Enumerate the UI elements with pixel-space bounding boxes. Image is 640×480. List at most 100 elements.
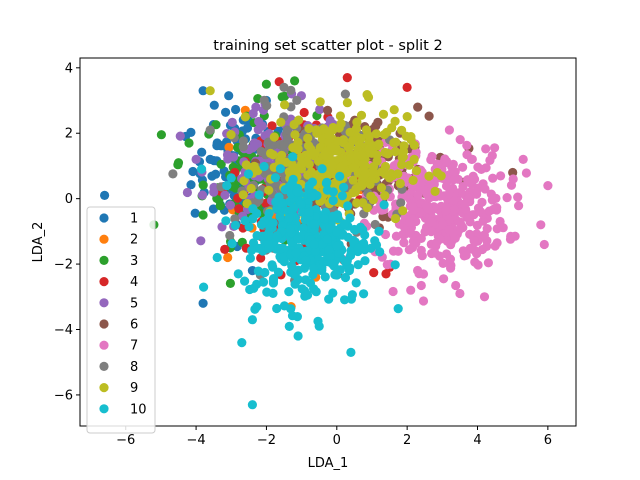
data-point (373, 117, 383, 127)
data-point (242, 123, 253, 133)
data-point (451, 280, 461, 291)
data-point (353, 260, 363, 270)
data-point (398, 206, 408, 216)
data-point (309, 239, 319, 249)
data-point (197, 164, 207, 174)
data-point (311, 205, 321, 215)
data-point (339, 182, 349, 192)
data-point (408, 236, 418, 246)
data-point (289, 119, 299, 130)
data-point (356, 110, 367, 120)
data-point (345, 213, 355, 223)
data-point (409, 205, 419, 215)
data-point (446, 263, 456, 273)
data-point (280, 100, 290, 110)
data-point (254, 116, 264, 127)
data-point (482, 224, 492, 234)
data-point (209, 100, 219, 110)
data-point (190, 208, 200, 218)
data-point (197, 147, 207, 157)
data-point (340, 295, 350, 305)
data-point (343, 201, 353, 211)
data-point (264, 185, 274, 195)
data-point (356, 133, 366, 143)
data-point (401, 131, 411, 141)
data-point (492, 238, 502, 248)
data-point (275, 164, 285, 174)
data-point (198, 180, 208, 190)
data-point (342, 98, 352, 108)
data-point (298, 223, 308, 233)
data-point (361, 169, 371, 179)
data-point (325, 223, 335, 234)
data-point (258, 277, 269, 287)
data-point (351, 184, 361, 194)
data-point (406, 285, 416, 295)
data-point (225, 200, 235, 210)
data-point (332, 227, 342, 237)
data-point (376, 183, 387, 193)
data-point (390, 213, 401, 224)
data-point (353, 243, 363, 253)
data-point (191, 154, 201, 164)
data-point (287, 311, 298, 321)
data-point (225, 278, 235, 288)
data-point (309, 263, 319, 273)
data-point (296, 199, 306, 209)
data-point (402, 112, 412, 122)
legend-label: 8 (130, 360, 138, 375)
data-point (248, 204, 258, 214)
data-point (197, 190, 208, 200)
data-point (441, 181, 452, 191)
data-point (310, 148, 320, 158)
legend-label: 4 (130, 275, 138, 290)
data-point (276, 244, 286, 254)
data-point (488, 173, 498, 183)
data-point (275, 211, 285, 222)
data-point (399, 238, 409, 248)
data-point (465, 229, 475, 239)
data-point (514, 201, 524, 211)
data-point (335, 111, 345, 121)
data-point (328, 211, 338, 221)
data-point (371, 240, 382, 250)
data-point (416, 233, 426, 243)
data-point (100, 190, 110, 200)
data-point (237, 338, 247, 348)
scatter-points (100, 73, 553, 410)
data-point (502, 193, 512, 203)
data-point (275, 156, 285, 166)
data-point (259, 95, 269, 105)
data-point (315, 97, 325, 107)
data-point (212, 138, 222, 148)
data-point (230, 220, 240, 230)
data-point (208, 204, 218, 214)
data-point (263, 231, 273, 241)
data-point (478, 216, 488, 226)
data-point (521, 168, 532, 178)
data-point (205, 86, 215, 96)
data-point (315, 104, 325, 115)
data-point (290, 76, 300, 86)
legend-marker (99, 234, 109, 244)
data-point (198, 210, 208, 220)
data-point (488, 204, 499, 214)
data-point (196, 236, 206, 246)
data-point (374, 226, 384, 236)
data-point (303, 133, 313, 143)
data-point (480, 184, 490, 194)
data-point (297, 159, 307, 169)
data-point (221, 216, 231, 226)
data-point (216, 159, 226, 169)
y-axis-label: LDA_2 (31, 222, 46, 263)
data-point (418, 296, 429, 306)
data-point (518, 154, 528, 164)
series-7 (334, 125, 553, 306)
data-point (396, 198, 406, 208)
data-point (249, 283, 259, 293)
data-point (209, 187, 219, 197)
data-point (245, 253, 255, 263)
legend-marker (99, 404, 109, 414)
data-point (465, 177, 475, 187)
x-axis: −6 −4 −2 0 2 4 6 (116, 426, 552, 448)
